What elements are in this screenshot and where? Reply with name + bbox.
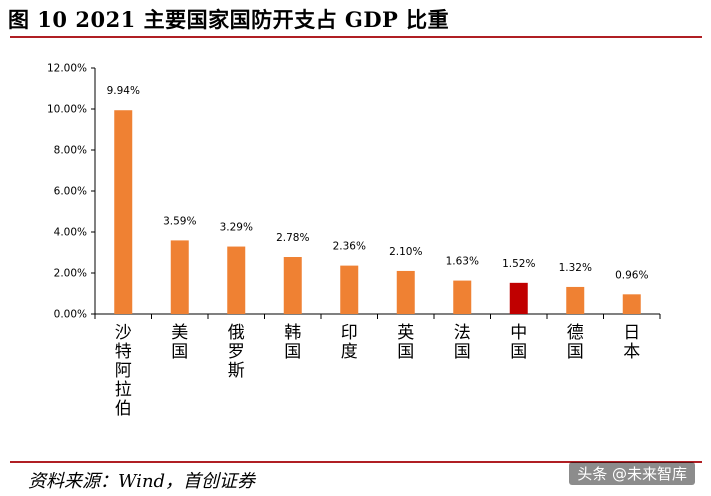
bar-2 xyxy=(227,246,246,314)
category-label: 印度 xyxy=(341,323,358,362)
bottom-rule xyxy=(10,461,702,463)
value-label: 1.63% xyxy=(446,256,479,268)
category-label: 美国 xyxy=(171,323,188,362)
value-label: 2.10% xyxy=(389,246,422,258)
bar-8 xyxy=(566,286,585,314)
value-label: 3.59% xyxy=(163,215,196,227)
value-label: 3.29% xyxy=(220,222,253,234)
category-label: 韩国 xyxy=(284,323,301,362)
category-label: 法国 xyxy=(454,323,471,362)
bar-1 xyxy=(170,240,189,314)
bar-7 xyxy=(509,282,528,314)
bar-3 xyxy=(283,257,302,314)
value-label: 1.32% xyxy=(559,262,592,274)
category-label: 中国 xyxy=(510,323,527,362)
category-label: 俄罗斯 xyxy=(228,323,245,381)
bar-9 xyxy=(622,294,641,314)
y-tick-label: 12.00% xyxy=(47,63,87,75)
bar-6 xyxy=(453,280,472,314)
bar-4 xyxy=(340,265,359,314)
top-rule xyxy=(10,36,702,38)
y-tick-label: 6.00% xyxy=(54,186,87,198)
y-tick-label: 2.00% xyxy=(54,268,87,280)
watermark: 头条 @未来智库 xyxy=(569,462,695,485)
category-label: 德国 xyxy=(567,323,584,362)
bar-chart: 0.00% 2.00% 4.00% 6.00% 8.00% 10.00% 12.00% 9.9… xyxy=(47,63,661,419)
category-label: 日本 xyxy=(623,323,640,362)
value-label: 2.78% xyxy=(276,232,309,244)
figure-header: 图 10 2021 主要国家国防开支占 GDP 比重 xyxy=(0,0,711,38)
figure-title: 图 10 2021 主要国家国防开支占 GDP 比重 xyxy=(8,7,450,32)
y-tick-label: 4.00% xyxy=(54,227,87,239)
y-tick-label: 0.00% xyxy=(54,309,87,321)
source-note: 资料来源：Wind，首创证券 xyxy=(28,471,256,492)
value-label: 1.52% xyxy=(502,258,535,270)
y-tick-label: 10.00% xyxy=(47,104,87,116)
bar-5 xyxy=(396,270,415,314)
value-label: 9.94% xyxy=(107,85,140,97)
bar-0 xyxy=(114,110,133,314)
value-label: 2.36% xyxy=(333,241,366,253)
value-label: 0.96% xyxy=(615,269,648,281)
y-tick-label: 8.00% xyxy=(54,145,87,157)
category-label: 英国 xyxy=(397,323,414,362)
category-label: 沙特阿拉伯 xyxy=(115,323,132,419)
